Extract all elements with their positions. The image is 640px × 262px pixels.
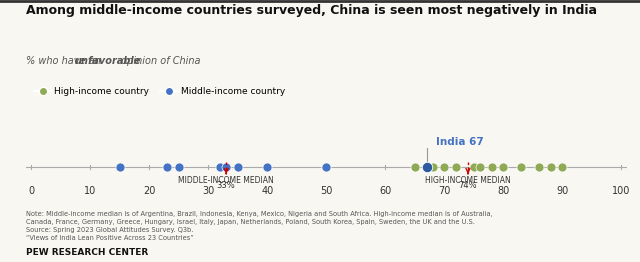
Text: opinion of China: opinion of China bbox=[118, 56, 200, 66]
Text: MIDDLE-INCOME MEDIAN: MIDDLE-INCOME MEDIAN bbox=[179, 176, 274, 185]
Text: PEW RESEARCH CENTER: PEW RESEARCH CENTER bbox=[26, 248, 148, 257]
Text: 33%: 33% bbox=[217, 181, 236, 190]
Text: India 67: India 67 bbox=[435, 137, 483, 147]
Text: % who have an: % who have an bbox=[26, 56, 104, 66]
Text: unfavorable: unfavorable bbox=[74, 56, 141, 66]
Legend: High-income country, Middle-income country: High-income country, Middle-income count… bbox=[30, 83, 289, 99]
Text: Note: Middle-income median is of Argentina, Brazil, Indonesia, Kenya, Mexico, Ni: Note: Middle-income median is of Argenti… bbox=[26, 211, 492, 241]
Text: Among middle-income countries surveyed, China is seen most negatively in India: Among middle-income countries surveyed, … bbox=[26, 4, 596, 17]
Text: HIGH-INCOME MEDIAN: HIGH-INCOME MEDIAN bbox=[425, 176, 511, 185]
Text: 74%: 74% bbox=[459, 181, 477, 190]
